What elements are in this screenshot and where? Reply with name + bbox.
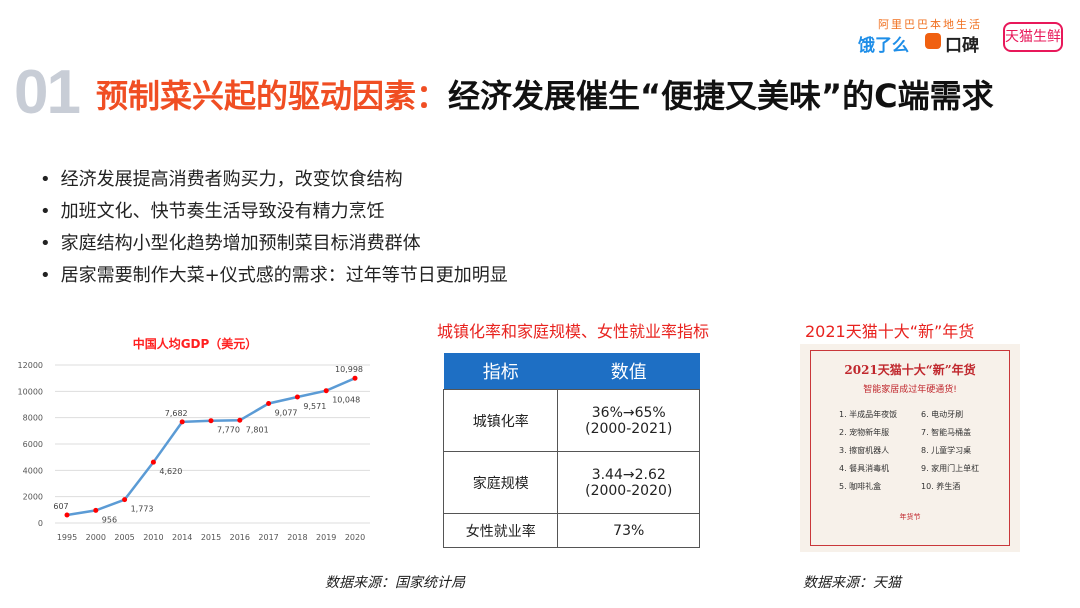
data-label: 607 [53, 502, 68, 511]
x-tick-label: 2015 [201, 533, 221, 542]
range: (2000-2020) [585, 482, 673, 499]
x-tick-label: 2014 [172, 533, 192, 542]
poster-badge: 年货节 [899, 513, 921, 521]
x-tick-label: 2016 [230, 533, 250, 542]
section-number: 01 [14, 58, 81, 127]
title-black: 经济发展催生“便捷又美味”的C端需求 [448, 77, 994, 115]
data-point [150, 459, 156, 465]
table-row: 家庭规模 3.44→2.62 (2000-2020) [442, 451, 700, 514]
y-tick-label: 12000 [18, 361, 43, 370]
poster-item: 1. 半成品年夜饭 [839, 410, 898, 419]
data-label: 7,801 [246, 425, 269, 434]
header-indicator: 指标 [443, 353, 558, 390]
poster-title: 2021天猫十大“新”年货 [844, 363, 976, 377]
tmall-fresh-logo: 天猫生鲜 [1003, 22, 1063, 52]
data-point [208, 418, 214, 424]
data-label: 1,773 [131, 505, 154, 514]
header-value: 数值 [557, 353, 700, 390]
data-point [179, 419, 185, 425]
y-tick-label: 10000 [18, 387, 43, 396]
eleme-logo: 饿了么 [858, 36, 909, 56]
poster-item: 9. 家用门上单杠 [921, 464, 980, 473]
koubei-logo: 口碑 [945, 36, 979, 56]
bullet: 家庭结构小型化趋势增加预制菜目标消费群体 [40, 232, 421, 256]
data-label: 9,571 [303, 402, 326, 411]
table-caption: 城镇化率和家庭规模、女性就业率指标 [437, 322, 710, 341]
data-label: 10,998 [335, 365, 363, 374]
koubei-icon [925, 33, 941, 49]
poster-item: 3. 擦窗机器人 [839, 446, 890, 455]
cell: 家庭规模 [442, 451, 559, 514]
source-left: 数据来源：国家统计局 [325, 575, 465, 591]
data-point [93, 507, 99, 513]
table-row: 女性就业率 73% [442, 513, 700, 548]
cell: 73% [557, 513, 700, 548]
data-point [294, 394, 300, 400]
x-tick-label: 1995 [57, 533, 77, 542]
y-tick-label: 6000 [23, 440, 43, 449]
x-tick-label: 2017 [258, 533, 278, 542]
range: (2000-2021) [585, 420, 673, 437]
data-point [237, 417, 243, 423]
poster-caption: 2021天猫十大“新”年货 [805, 322, 975, 341]
poster-item: 8. 儿童学习桌 [921, 446, 972, 455]
data-label: 9,077 [275, 408, 298, 417]
table-row: 城镇化率 36%→65% (2000-2021) [442, 389, 700, 452]
bullet: 经济发展提高消费者购买力，改变饮食结构 [40, 168, 403, 192]
gdp-chart: 中国人均GDP（美元） 0 2000 4000 6000 8000 10000 12000 6… [18, 336, 370, 542]
x-tick-label: 2019 [316, 533, 336, 542]
indicator-table: 指标 数值 城镇化率 36%→65% (2000-2021) 家庭规模 3.44→2.6… [442, 353, 700, 548]
y-tick-label: 2000 [23, 493, 43, 502]
data-label: 7,770 [217, 426, 240, 435]
x-tick-label: 2005 [114, 533, 134, 542]
x-tick-label: 2010 [143, 533, 163, 542]
source-right: 数据来源：天猫 [803, 575, 901, 591]
poster-item: 6. 电动牙刷 [921, 410, 964, 419]
y-tick-label: 0 [38, 519, 43, 528]
cell: 3.44→2.62 (2000-2020) [557, 451, 700, 514]
value: 3.44→2.62 [591, 466, 666, 483]
data-label: 10,048 [332, 396, 360, 405]
data-point [122, 497, 128, 503]
data-label: 7,682 [165, 409, 188, 418]
page-title: 预制菜兴起的驱动因素：经济发展催生“便捷又美味”的C端需求 [96, 74, 994, 118]
cell: 36%→65% (2000-2021) [557, 389, 700, 452]
data-point [64, 512, 70, 518]
poster-item: 2. 宠物新年服 [839, 428, 890, 437]
series-line [66, 377, 356, 517]
poster-item: 10. 养生酒 [921, 482, 961, 491]
data-label: 956 [102, 515, 117, 524]
data-point [323, 388, 329, 394]
poster-list: 1. 半成品年夜饭 6. 电动牙刷 2. 宠物新年服 7. 智能马桶盖 3. 擦窗机器人… [811, 395, 1009, 492]
poster-subtitle: 智能家居成过年硬通货! [863, 385, 957, 395]
data-point [352, 375, 358, 381]
x-tick-label: 2000 [86, 533, 106, 542]
bullet: 居家需要制作大菜+仪式感的需求：过年等节日更加明显 [40, 264, 508, 288]
poster-item: 4. 餐具消毒机 [839, 464, 890, 473]
poster-image: 2021天猫十大“新”年货 智能家居成过年硬通货! 1. 半成品年夜饭 6. 电动… [800, 344, 1020, 552]
x-tick-label: 2018 [287, 533, 307, 542]
cell: 城镇化率 [442, 389, 559, 452]
poster-item: 7. 智能马桶盖 [921, 428, 972, 437]
y-tick-label: 8000 [23, 414, 43, 423]
alibaba-local-logo: 阿里巴巴本地生活 [878, 18, 982, 31]
data-point [266, 400, 272, 406]
title-red: 预制菜兴起的驱动因素： [96, 77, 449, 115]
poster-item: 5. 咖啡礼盒 [839, 482, 882, 491]
chart-title: 中国人均GDP（美元） [133, 336, 258, 351]
data-label: 4,620 [159, 467, 182, 476]
y-tick-label: 4000 [23, 466, 43, 475]
cell: 女性就业率 [442, 513, 559, 548]
bullet: 加班文化、快节奏生活导致没有精力烹饪 [40, 200, 385, 224]
value: 36%→65% [591, 404, 666, 421]
x-tick-label: 2020 [345, 533, 365, 542]
